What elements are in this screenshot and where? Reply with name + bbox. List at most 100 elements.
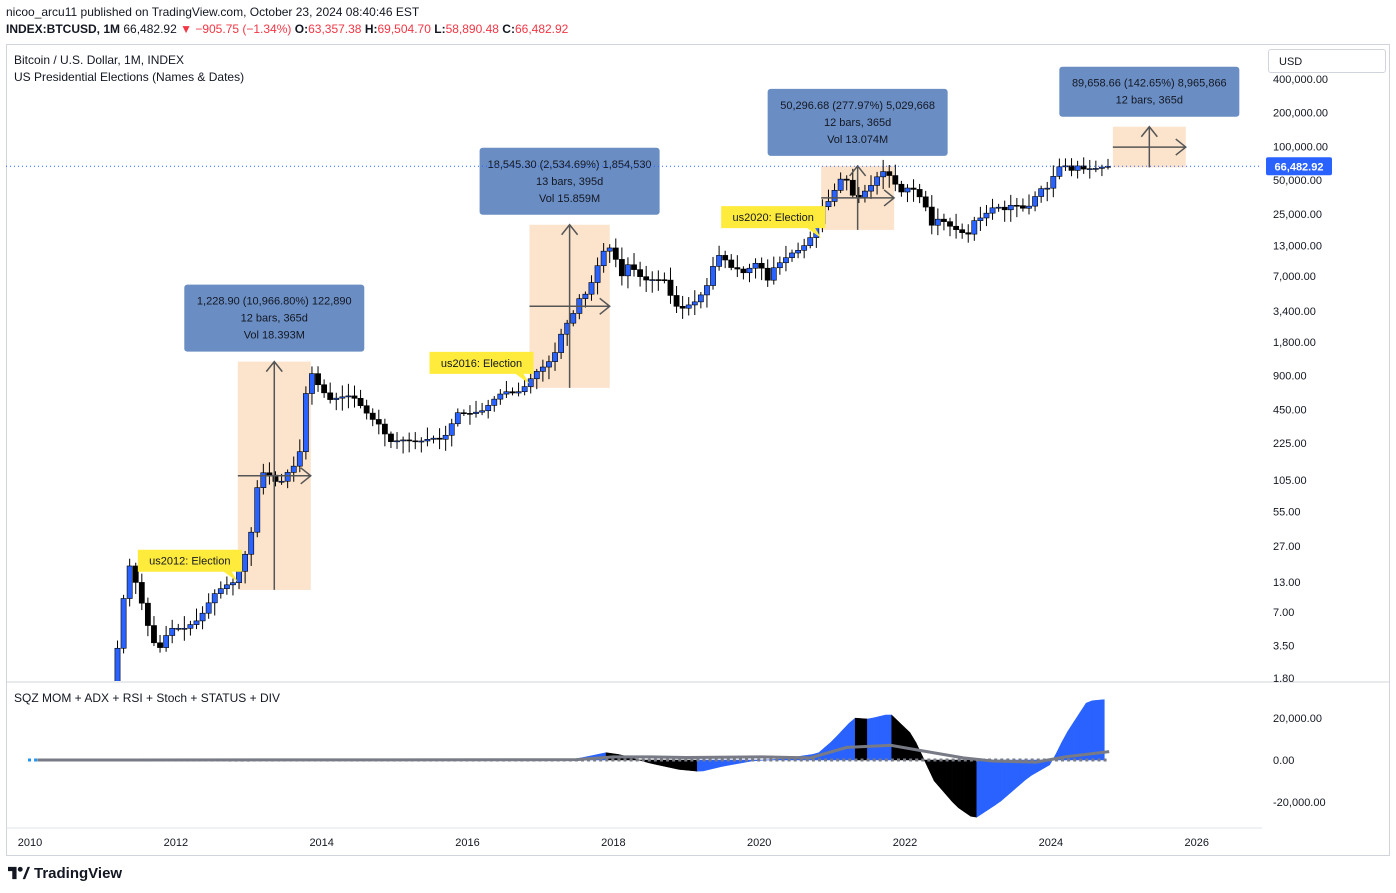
squeeze-dot [593,758,597,762]
momentum-histogram-segment [1006,759,1014,797]
candle-body [588,282,595,295]
measure-info-text: 12 bars, 365d [824,117,891,129]
candle-body [491,398,498,406]
candle-body [509,391,516,394]
price-tick-label: 13,000.00 [1273,241,1322,253]
candle-body [546,361,552,368]
candle-body [825,201,832,207]
last-price-text: 66,482.92 [123,22,177,36]
currency-button[interactable]: USD [1268,49,1386,73]
price-tick-label: 400,000.00 [1273,74,1328,86]
candle-body [205,602,212,614]
price-tick-label: 900.00 [1273,371,1307,383]
candle-body [910,187,917,190]
squeeze-dot [805,758,809,762]
candle-body [290,465,297,473]
squeeze-dot [641,758,645,762]
squeeze-dot [751,758,755,762]
oscillator-legend-title[interactable]: SQZ MOM + ADX + RSI + Stoch + STATUS + D… [14,691,280,705]
momentum-histogram-segment [830,735,838,761]
squeeze-dot [921,758,925,762]
candle-body [406,439,413,442]
low-value: 58,890.48 [445,22,499,36]
candle-body [357,398,364,407]
candle-body [418,440,425,443]
squeeze-dot [1103,758,1107,762]
squeeze-dot [599,758,603,762]
momentum-histogram-segment [1073,711,1081,761]
candle-body [989,207,996,214]
candle-body [321,384,328,394]
tradingview-logo-icon [8,866,30,880]
candle-body [904,187,911,193]
candle-body [284,472,291,482]
candle-body [479,410,486,413]
candle-body [230,582,236,586]
measure-up-arrow-icon [561,223,579,236]
squeeze-dot [787,758,791,762]
candle-body [643,276,650,281]
candle-body [770,267,777,281]
candle-body [594,265,601,283]
candle-body [953,225,959,230]
measure-info-text: Vol 18.393M [244,330,305,342]
brand-name: TradingView [34,864,123,882]
measure-up-arrow-icon [265,360,283,373]
candle-body [649,279,656,281]
candle-body [1099,166,1105,169]
squeeze-dot [690,758,694,762]
price-tick-label: 100,000.00 [1273,141,1328,153]
squeeze-dot [836,758,840,762]
candle-body [248,531,255,555]
study-legend-title[interactable]: US Presidential Elections (Names & Dates… [14,70,245,84]
candle-body [625,264,631,277]
change-down-icon: ▼ [180,22,192,36]
candle-body [254,487,261,533]
squeeze-dot [745,758,749,762]
squeeze-dot [854,758,858,762]
candle-body [157,642,163,648]
measure-info-text: Vol 13.074M [827,134,888,146]
candle-body [309,373,315,394]
candle-body [1001,206,1008,211]
price-tick-label: 3,400.00 [1273,306,1316,318]
squeeze-dot [1061,758,1065,762]
high-value: 69,504.70 [377,22,431,36]
candle-body [1026,205,1032,209]
candle-body [704,285,710,296]
candle-body [685,304,692,309]
oscillator-tick-label: -20,000.00 [1273,797,1326,809]
measure-info-text: 13 bars, 395d [536,176,603,188]
momentum-histogram-segment [909,731,917,761]
squeeze-dot [605,758,609,762]
squeeze-dot [963,758,967,762]
change-text: −905.75 (−1.34%) [195,22,292,36]
squeeze-dot [939,758,943,762]
momentum-histogram-segment [982,759,990,814]
candle-body [880,171,887,178]
squeeze-dot [903,758,907,762]
squeeze-dot [629,758,633,762]
author-name[interactable]: nicoo_arcu11 [6,5,78,19]
price-tick-label: 225.00 [1273,438,1307,450]
candle-body [436,437,443,440]
candle-body [934,218,941,226]
measure-arrows [821,164,896,230]
momentum-histogram-segment [970,759,977,818]
candle-body [868,185,874,192]
candle-body [223,584,230,589]
squeeze-dot [1079,758,1083,762]
candle-body [837,178,844,191]
candle-body [187,624,194,629]
series-legend-title[interactable]: Bitcoin / U.S. Dollar, 1M, INDEX [14,53,185,67]
momentum-histogram-segment [964,759,971,817]
candle-body [539,366,546,372]
measure-right-arrow-icon [883,189,896,207]
candle-body [740,268,747,274]
candle-body [114,647,121,681]
footer-brand[interactable]: TradingView [8,864,122,882]
time-tick-label: 2018 [601,837,625,849]
candle-body [758,262,765,269]
measure-info-text: Vol 15.859M [539,193,600,205]
